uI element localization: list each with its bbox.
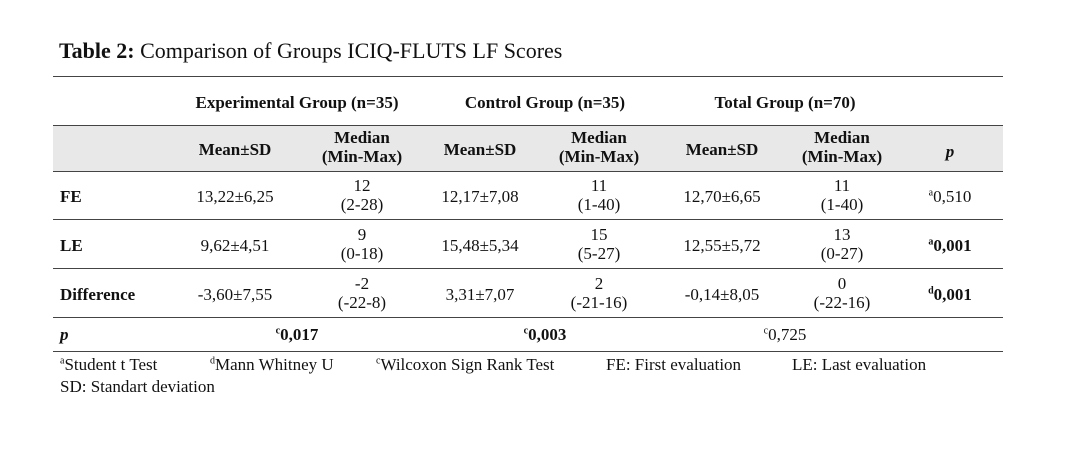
subheader-tot-median: Median (Min-Max)	[782, 128, 902, 166]
range-value: (1-40)	[820, 195, 864, 214]
le-p-value: a0,001	[910, 236, 990, 255]
median-value: -2	[354, 274, 370, 293]
subheader-ctl-mean: Mean±SD	[443, 140, 517, 159]
subheader-band	[53, 126, 1003, 171]
p-ctl-value: c0,003	[420, 325, 670, 344]
fe-exp-median: 12 (2-28)	[302, 176, 422, 214]
subheader-p: p	[945, 142, 955, 161]
footnote-superscript: c	[376, 355, 381, 367]
footnote-mann-whitney: dMann Whitney U	[210, 355, 334, 375]
diff-tot-median: 0 (-22-16)	[782, 274, 902, 312]
le-tot-median: 13 (0-27)	[782, 225, 902, 263]
diff-p-value: d0,001	[910, 285, 990, 304]
fe-exp-mean: 13,22±6,25	[196, 187, 274, 206]
median-value: 11	[590, 176, 608, 195]
le-ctl-median: 15 (5-27)	[539, 225, 659, 263]
range-value: (-22-8)	[337, 293, 387, 312]
group-header-experimental: Experimental Group (n=35)	[195, 93, 399, 112]
diff-ctl-median: 2 (-21-16)	[539, 274, 659, 312]
range-value: (-21-16)	[570, 293, 628, 312]
rule-le	[53, 268, 1003, 269]
footnote-text: Student t Test	[64, 355, 158, 374]
le-ctl-mean: 15,48±5,34	[441, 236, 519, 255]
fe-tot-median: 11 (1-40)	[782, 176, 902, 214]
le-exp-median: 9 (0-18)	[302, 225, 422, 263]
p-superscript: d	[928, 285, 934, 297]
fe-tot-mean: 12,70±6,65	[683, 187, 761, 206]
range-value: (-22-16)	[813, 293, 871, 312]
rule-top	[53, 76, 1003, 77]
median-value: 12	[353, 176, 371, 195]
median-value: 15	[590, 225, 608, 244]
fe-p-value: a0,510	[910, 187, 990, 206]
p-number: 0,003	[528, 325, 567, 344]
footnote-superscript: d	[210, 355, 215, 367]
subheader-ctl-median: Median (Min-Max)	[539, 128, 659, 166]
subheader-exp-median: Median (Min-Max)	[302, 128, 422, 166]
min-max-label: (Min-Max)	[321, 147, 403, 166]
row-label-difference: Difference	[60, 285, 136, 304]
footnote-sd: SD: Standart deviation	[60, 377, 215, 396]
caption-label: Table 2:	[59, 38, 135, 63]
median-value: 0	[837, 274, 847, 293]
median-label: Median	[814, 128, 870, 147]
median-value: 13	[833, 225, 851, 244]
group-header-control: Control Group (n=35)	[464, 93, 626, 112]
subheader-tot-mean: Mean±SD	[685, 140, 759, 159]
median-value: 9	[357, 225, 367, 244]
range-value: (2-28)	[340, 195, 384, 214]
median-label: Median	[334, 128, 390, 147]
p-tot-value: c0,725	[660, 325, 910, 344]
range-value: (0-27)	[820, 244, 864, 263]
min-max-label: (Min-Max)	[801, 147, 883, 166]
rule-diff	[53, 317, 1003, 318]
fe-ctl-mean: 12,17±7,08	[441, 187, 519, 206]
median-value: 2	[594, 274, 604, 293]
p-number: 0,001	[933, 285, 972, 304]
p-superscript: c	[763, 325, 769, 337]
fe-ctl-median: 11 (1-40)	[539, 176, 659, 214]
p-number: 0,510	[933, 187, 972, 206]
rule-fe	[53, 219, 1003, 220]
p-superscript: c	[275, 325, 281, 337]
diff-exp-median: -2 (-22-8)	[302, 274, 422, 312]
median-label: Median	[571, 128, 627, 147]
range-value: (1-40)	[577, 195, 621, 214]
min-max-label: (Min-Max)	[558, 147, 640, 166]
le-tot-mean: 12,55±5,72	[683, 236, 761, 255]
subheader-exp-mean: Mean±SD	[198, 140, 272, 159]
range-value: (0-18)	[340, 244, 384, 263]
group-header-total: Total Group (n=70)	[714, 93, 856, 112]
caption-text: Comparison of Groups ICIQ-FLUTS LF Score…	[140, 38, 563, 63]
diff-exp-mean: -3,60±7,55	[197, 285, 273, 304]
p-superscript: c	[523, 325, 529, 337]
footnote-fe: FE: First evaluation	[606, 355, 742, 374]
row-label-le: LE	[60, 236, 83, 255]
median-value: 11	[833, 176, 851, 195]
footnote-text: Wilcoxon Sign Rank Test	[380, 355, 555, 374]
row-label-p: p	[60, 325, 69, 344]
footnote-text: Mann Whitney U	[215, 355, 334, 374]
p-superscript: a	[928, 187, 934, 199]
diff-tot-mean: -0,14±8,05	[684, 285, 760, 304]
rule-header	[53, 125, 1003, 126]
footnote-superscript: a	[60, 355, 65, 367]
row-label-fe: FE	[60, 187, 82, 206]
rule-p	[53, 351, 1003, 352]
footnote-wilcoxon: cWilcoxon Sign Rank Test	[376, 355, 554, 375]
diff-ctl-mean: 3,31±7,07	[445, 285, 515, 304]
footnote-le: LE: Last evaluation	[792, 355, 927, 374]
p-exp-value: c0,017	[172, 325, 422, 344]
le-exp-mean: 9,62±4,51	[200, 236, 270, 255]
p-number: 0,001	[933, 236, 972, 255]
range-value: (5-27)	[577, 244, 621, 263]
p-number: 0,017	[280, 325, 319, 344]
footnote-student-t: aStudent t Test	[60, 355, 157, 375]
p-number: 0,725	[768, 325, 807, 344]
table-caption: Table 2: Comparison of Groups ICIQ-FLUTS…	[59, 38, 562, 64]
p-superscript: a	[928, 236, 934, 248]
rule-subheader	[53, 171, 1003, 172]
